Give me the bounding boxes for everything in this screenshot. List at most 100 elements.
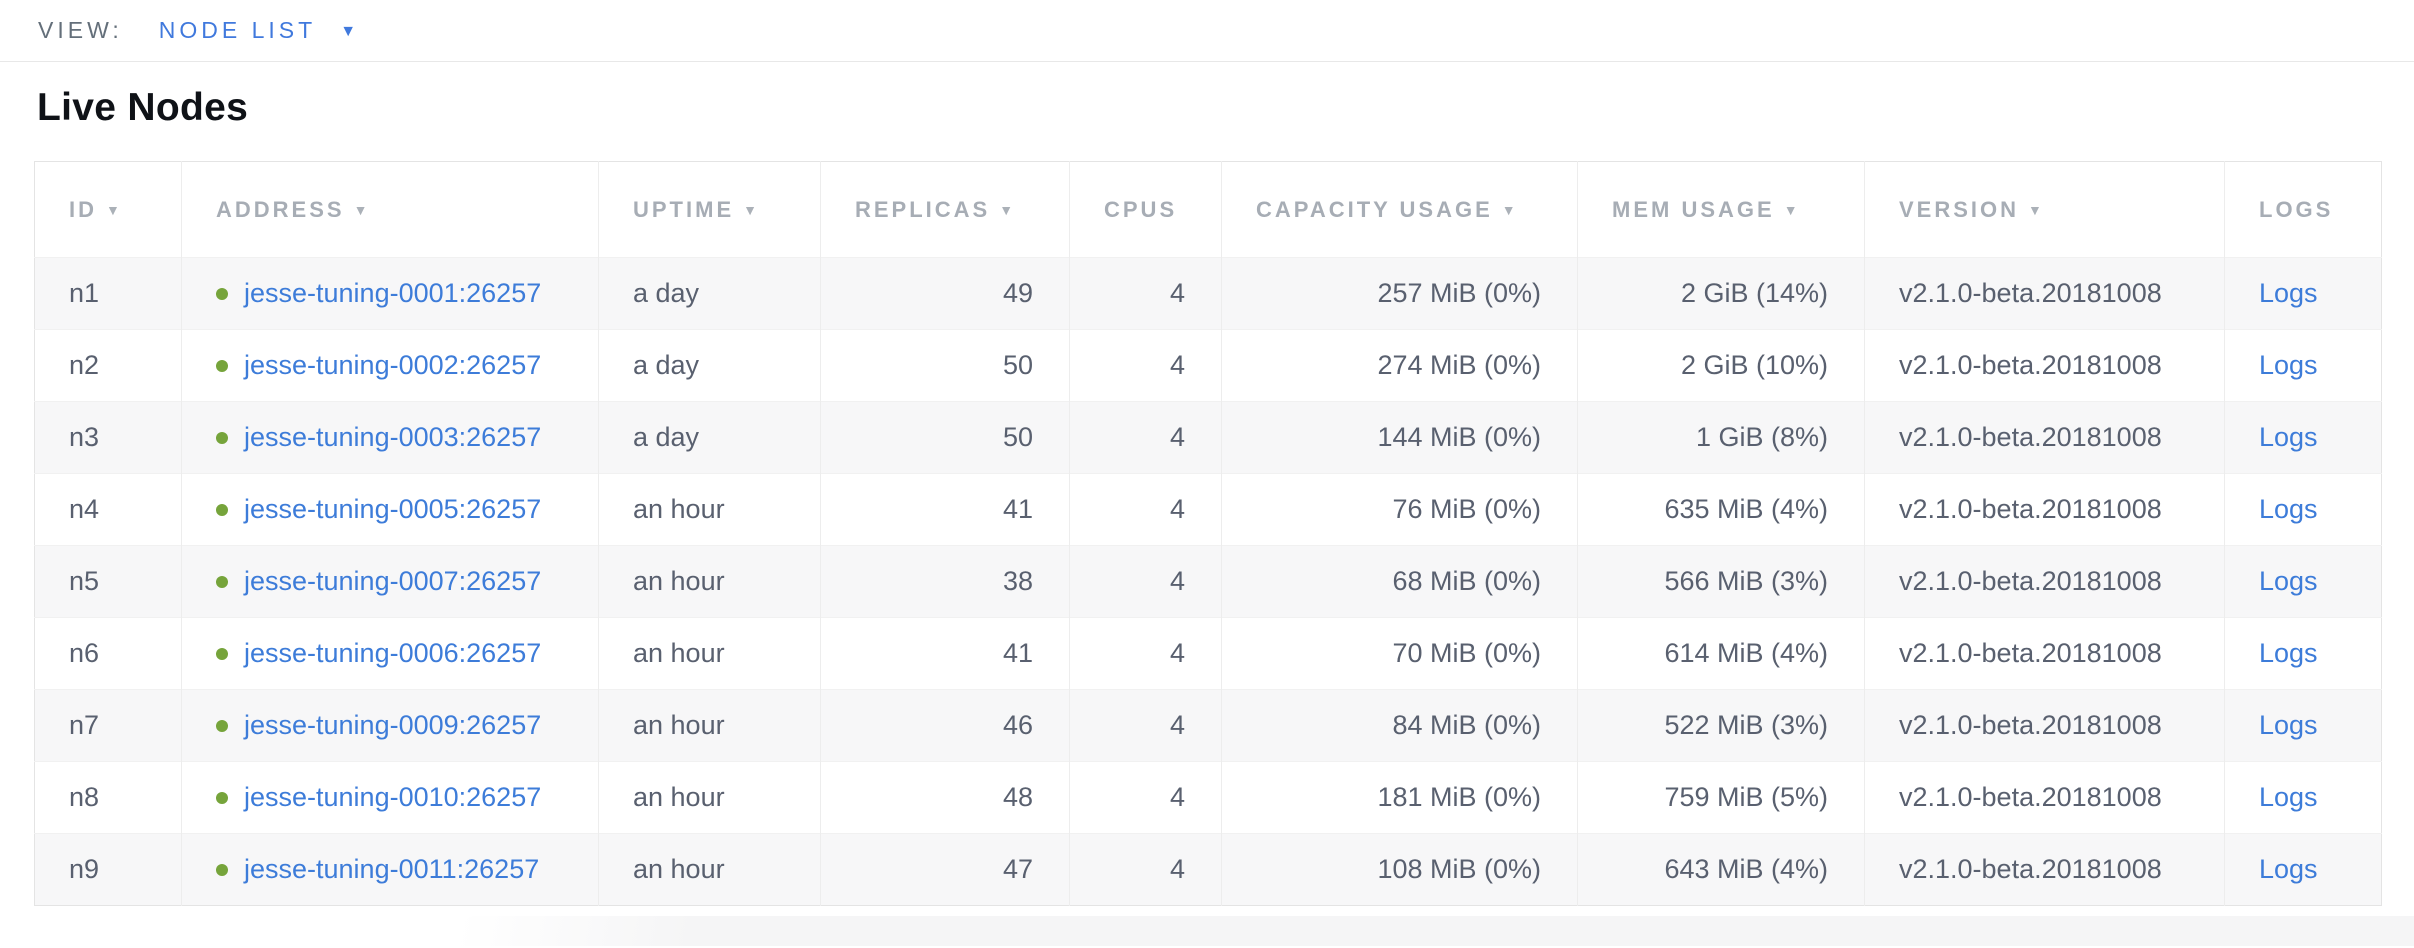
logs-cell: Logs [2224, 617, 2382, 690]
chevron-down-icon: ▼ [340, 22, 357, 40]
view-dropdown[interactable]: NODE LIST ▼ [159, 17, 356, 44]
cpus-cell: 4 [1069, 761, 1222, 834]
mem-usage-cell: 643 MiB (4%) [1577, 833, 1865, 906]
column-label: UPTIME [633, 196, 735, 222]
table-row: n1 jesse-tuning-0001:26257 a day 49 4 25… [34, 257, 2382, 330]
table-row: n6 jesse-tuning-0006:26257 an hour 41 4 … [34, 617, 2382, 690]
sort-descending-icon: ▼ [2028, 201, 2045, 218]
node-id-cell: n4 [35, 474, 182, 546]
cpus-cell: 4 [1069, 545, 1222, 618]
uptime-cell: a day [598, 401, 821, 474]
replicas-cell: 46 [820, 689, 1070, 762]
node-address-cell: jesse-tuning-0006:26257 [181, 617, 599, 690]
node-id-cell: n6 [35, 618, 182, 690]
column-header-replicas[interactable]: REPLICAS ▼ [820, 161, 1070, 258]
capacity-usage-cell: 76 MiB (0%) [1221, 473, 1578, 546]
logs-cell: Logs [2224, 833, 2382, 906]
node-address-link[interactable]: jesse-tuning-0011:26257 [244, 854, 540, 884]
version-cell: v2.1.0-beta.20181008 [1864, 617, 2225, 690]
node-address-cell: jesse-tuning-0011:26257 [181, 833, 599, 906]
table-row: n3 jesse-tuning-0003:26257 a day 50 4 14… [34, 401, 2382, 474]
sort-descending-icon: ▼ [353, 201, 371, 218]
capacity-usage-cell: 257 MiB (0%) [1221, 257, 1578, 330]
logs-link[interactable]: Logs [2259, 854, 2318, 884]
logs-link[interactable]: Logs [2259, 422, 2318, 452]
node-address-cell: jesse-tuning-0002:26257 [181, 329, 599, 402]
logs-cell: Logs [2224, 401, 2382, 474]
replicas-cell: 50 [820, 401, 1070, 474]
replicas-cell: 49 [820, 257, 1070, 330]
logs-link[interactable]: Logs [2259, 566, 2318, 596]
column-header-cpus: CPUS [1069, 161, 1222, 258]
table-row: n2 jesse-tuning-0002:26257 a day 50 4 27… [34, 329, 2382, 402]
node-id: n1 [69, 278, 100, 308]
node-id-cell: n9 [35, 834, 182, 906]
node-address-cell: jesse-tuning-0005:26257 [181, 473, 599, 546]
version-cell: v2.1.0-beta.20181008 [1864, 833, 2225, 906]
node-status-healthy-icon [216, 504, 228, 516]
mem-usage-cell: 522 MiB (3%) [1577, 689, 1865, 762]
uptime-cell: an hour [598, 473, 821, 546]
node-id-cell: n3 [35, 402, 182, 474]
node-id: n5 [69, 566, 100, 596]
column-label: ID [69, 196, 97, 222]
replicas-cell: 47 [820, 833, 1070, 906]
node-status-healthy-icon [216, 648, 228, 660]
logs-link[interactable]: Logs [2259, 350, 2318, 380]
node-status-healthy-icon [216, 864, 228, 876]
sort-descending-icon: ▼ [1783, 201, 1801, 218]
view-label: VIEW: [38, 17, 123, 43]
node-address-link[interactable]: jesse-tuning-0005:26257 [244, 494, 542, 524]
uptime-cell: a day [598, 257, 821, 330]
node-address-link[interactable]: jesse-tuning-0002:26257 [244, 350, 542, 380]
node-address-link[interactable]: jesse-tuning-0003:26257 [244, 422, 542, 452]
node-address-link[interactable]: jesse-tuning-0010:26257 [244, 782, 542, 812]
column-header-version[interactable]: VERSION ▼ [1864, 161, 2225, 258]
mem-usage-cell: 1 GiB (8%) [1577, 401, 1865, 474]
logs-link[interactable]: Logs [2259, 782, 2318, 812]
column-header-address[interactable]: ADDRESS ▼ [181, 161, 599, 258]
node-id-cell: n7 [35, 690, 182, 762]
page-title: Live Nodes [37, 86, 249, 129]
version-cell: v2.1.0-beta.20181008 [1864, 329, 2225, 402]
column-label: LOGS [2259, 196, 2334, 222]
version-cell: v2.1.0-beta.20181008 [1864, 545, 2225, 618]
logs-cell: Logs [2224, 689, 2382, 762]
node-address-cell: jesse-tuning-0003:26257 [181, 401, 599, 474]
node-address-link[interactable]: jesse-tuning-0009:26257 [244, 710, 542, 740]
table-row: n4 jesse-tuning-0005:26257 an hour 41 4 … [34, 473, 2382, 546]
cpus-cell: 4 [1069, 473, 1222, 546]
view-selector-bar: VIEW: NODE LIST ▼ [0, 0, 2414, 62]
cpus-cell: 4 [1069, 689, 1222, 762]
mem-usage-cell: 614 MiB (4%) [1577, 617, 1865, 690]
capacity-usage-cell: 68 MiB (0%) [1221, 545, 1578, 618]
node-address-link[interactable]: jesse-tuning-0006:26257 [244, 638, 542, 668]
version-cell: v2.1.0-beta.20181008 [1864, 761, 2225, 834]
column-label: CPUS [1104, 196, 1178, 222]
table-row: n7 jesse-tuning-0009:26257 an hour 46 4 … [34, 689, 2382, 762]
replicas-cell: 38 [820, 545, 1070, 618]
node-address-link[interactable]: jesse-tuning-0007:26257 [244, 566, 542, 596]
column-header-id[interactable]: ID ▼ [35, 162, 182, 258]
node-id: n4 [69, 494, 100, 524]
logs-link[interactable]: Logs [2259, 638, 2318, 668]
logs-cell: Logs [2224, 761, 2382, 834]
cpus-cell: 4 [1069, 833, 1222, 906]
sort-descending-icon: ▼ [999, 201, 1017, 218]
column-header-uptime[interactable]: UPTIME ▼ [598, 161, 821, 258]
replicas-cell: 50 [820, 329, 1070, 402]
node-address-link[interactable]: jesse-tuning-0001:26257 [244, 278, 542, 308]
node-id-cell: n5 [35, 546, 182, 618]
column-header-mem[interactable]: MEM USAGE ▼ [1577, 161, 1865, 258]
scrollbar-horizontal[interactable] [460, 916, 2414, 946]
node-status-healthy-icon [216, 792, 228, 804]
logs-link[interactable]: Logs [2259, 494, 2318, 524]
logs-link[interactable]: Logs [2259, 278, 2318, 308]
column-header-capacity[interactable]: CAPACITY USAGE ▼ [1221, 161, 1578, 258]
table-row: n9 jesse-tuning-0011:26257 an hour 47 4 … [34, 833, 2382, 906]
version-cell: v2.1.0-beta.20181008 [1864, 401, 2225, 474]
capacity-usage-cell: 274 MiB (0%) [1221, 329, 1578, 402]
node-id: n9 [69, 854, 100, 884]
capacity-usage-cell: 144 MiB (0%) [1221, 401, 1578, 474]
logs-link[interactable]: Logs [2259, 710, 2318, 740]
